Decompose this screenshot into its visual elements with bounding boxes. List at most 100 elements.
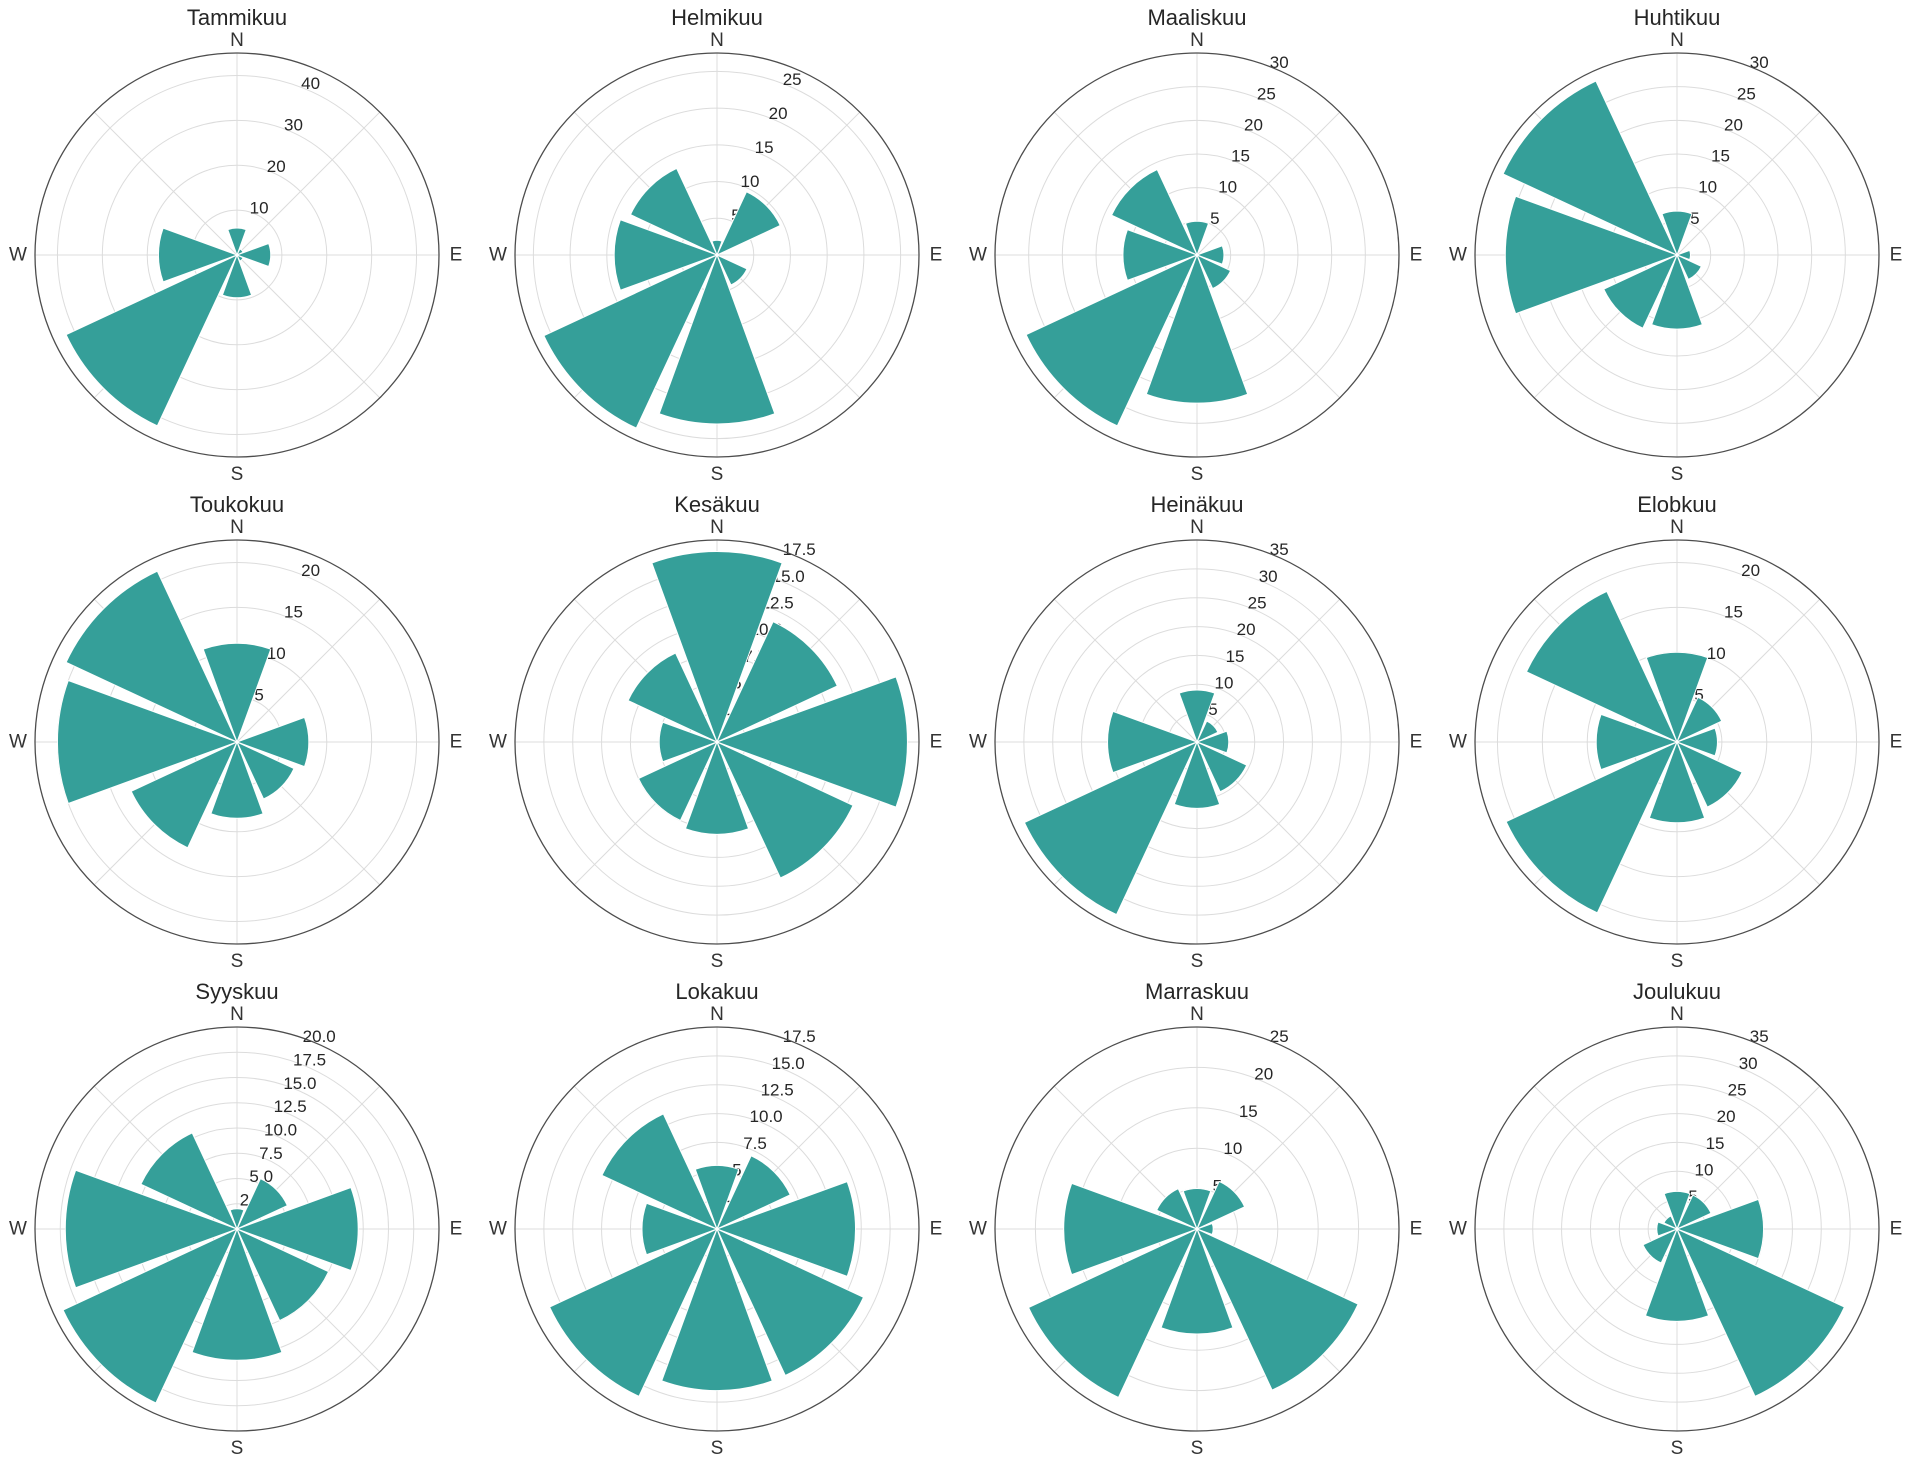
wedge-NE: [715, 191, 781, 257]
radial-tick-label: 17.5: [783, 540, 816, 559]
grid-circle: [1023, 568, 1371, 916]
radial-tick-label: 20: [267, 157, 286, 176]
wedge-S: [1651, 253, 1703, 330]
radial-tick-label: 15: [1231, 147, 1250, 166]
windrose-chart: 5 10 15 20 N E S W Elobkuu: [1449, 492, 1903, 972]
grid-spoke: [1196, 598, 1341, 743]
wedge-SE: [1675, 740, 1743, 808]
windrose-chart: 5 10 15 20 N E S W Toukokuu: [9, 492, 463, 972]
wedge-SW: [1027, 1227, 1199, 1399]
windrose-cell-3: 5 10 15 20 25 30 N E S W Maaliskuu: [960, 0, 1440, 487]
compass-label-s: S: [711, 951, 724, 972]
radial-tick-label: 10: [1707, 644, 1726, 663]
wedge-E: [715, 676, 908, 808]
radial-tick-label: 30: [1750, 53, 1769, 72]
compass-label-n: N: [710, 30, 724, 51]
radial-tick-label: 25: [783, 70, 802, 89]
wedge-W: [1595, 713, 1679, 771]
radial-tick-label: 35: [1270, 540, 1289, 559]
radial-tick-label: 20: [301, 561, 320, 580]
wedge-E: [1195, 1222, 1214, 1236]
wedge-N: [1661, 210, 1693, 257]
compass-label-s: S: [1191, 951, 1204, 972]
compass-label-n: N: [710, 1004, 724, 1025]
wedge-SW: [62, 1227, 239, 1404]
wedge-NW: [629, 167, 719, 257]
radial-tick-label: 20: [1254, 1065, 1273, 1084]
compass-label-n: N: [1670, 517, 1684, 538]
radial-tick-label: 25: [1737, 84, 1756, 103]
compass-label-w: W: [489, 732, 507, 753]
wedge-S: [221, 253, 253, 299]
grid-circle: [101, 119, 373, 391]
compass-label-s: S: [231, 951, 244, 972]
wedge-NE: [715, 621, 838, 744]
radial-tick-label: 17.5: [293, 1051, 326, 1070]
wedge-N: [711, 239, 723, 257]
wedge-W: [157, 227, 239, 283]
compass-label-s: S: [711, 1438, 724, 1459]
radial-tick-label: 17.5: [783, 1027, 816, 1046]
wedge-S: [191, 1227, 283, 1361]
wedge-W: [64, 1169, 239, 1289]
compass-label-n: N: [1670, 30, 1684, 51]
windrose-cell-1: 10 20 30 40 N E S W Tammikuu: [0, 0, 480, 487]
compass-label-e: E: [450, 732, 463, 753]
wedge-SE: [1195, 253, 1232, 290]
compass-label-e: E: [450, 1219, 463, 1240]
polar-spine: [1474, 539, 1880, 945]
windrose-cell-12: 5101520253035NESWJoulukuu: [1440, 974, 1920, 1461]
grid-circle: [532, 70, 902, 440]
radial-tick-label: 35: [1750, 1027, 1769, 1046]
wedge-W: [1656, 1221, 1679, 1237]
compass-label-e: E: [450, 245, 463, 266]
polar-spine: [994, 52, 1400, 458]
wedge-W: [1122, 229, 1199, 281]
wedge-NE: [1675, 696, 1723, 744]
compass-label-n: N: [230, 30, 244, 51]
grid-circle: [146, 164, 328, 346]
chart-title: Kesäkuu: [674, 492, 760, 517]
wedge-SE: [1675, 253, 1703, 281]
radial-tick-label: 20: [769, 104, 788, 123]
wedge-NE: [235, 248, 244, 257]
radial-tick-label: 30: [1270, 53, 1289, 72]
wedge-N: [1645, 651, 1709, 744]
compass-label-w: W: [489, 1219, 507, 1240]
radial-tick-label: 20: [1724, 115, 1743, 134]
windrose-cell-11: 510152025NESWMarraskuu: [960, 974, 1440, 1461]
wedge-S: [1648, 740, 1706, 824]
wedge-SE: [235, 253, 244, 262]
radial-tick-label: 15.0: [283, 1074, 316, 1093]
radial-tick-label: 40: [301, 74, 320, 93]
radial-tick-label: 5.0: [249, 1167, 273, 1186]
polar-spine: [514, 52, 920, 458]
chart-title: Lokakuu: [675, 979, 758, 1004]
wedge-E: [1675, 727, 1718, 757]
compass-label-n: N: [230, 1004, 244, 1025]
radial-tick-label: 10: [1215, 674, 1234, 693]
compass-label-e: E: [1890, 245, 1903, 266]
compass-label-n: N: [1190, 517, 1204, 538]
wedge-NW: [1502, 80, 1679, 257]
radial-tick-label: 20.0: [303, 1027, 336, 1046]
radial-tick-label: 15.0: [772, 567, 805, 586]
radial-tick-label: 15: [1239, 1102, 1258, 1121]
compass-label-e: E: [1890, 732, 1903, 753]
wedge-SE: [715, 253, 748, 286]
wedge-S: [1145, 253, 1249, 404]
polar-spine: [514, 1026, 920, 1432]
compass-label-s: S: [1671, 951, 1684, 972]
grid-circle: [1052, 597, 1342, 887]
wedge-NE: [1195, 720, 1219, 744]
wedge-E: [235, 242, 272, 268]
radial-tick-label: 10: [1695, 1161, 1714, 1180]
radial-tick-label: 10: [1223, 1139, 1242, 1158]
radial-tick-label: 15: [284, 602, 303, 621]
radial-tick-label: 15: [1226, 647, 1245, 666]
wedge-E: [235, 1186, 359, 1272]
